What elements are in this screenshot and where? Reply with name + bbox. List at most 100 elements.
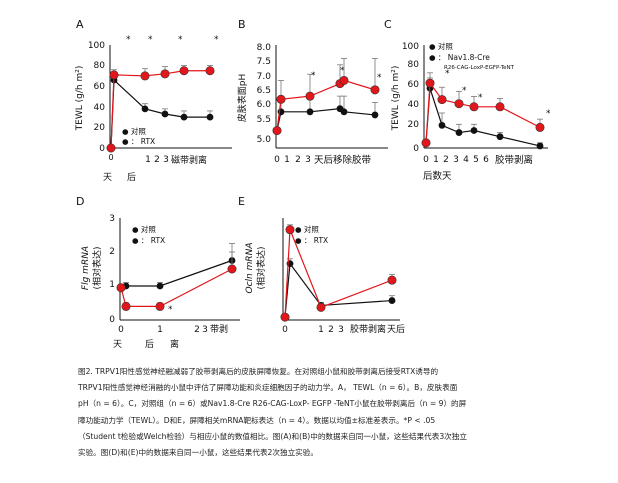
chart-c-ytick: 0 (413, 144, 419, 154)
data-point (155, 301, 165, 311)
data-point (276, 94, 286, 104)
chart-a-xtick: 3 (163, 155, 169, 165)
data-point (280, 312, 290, 322)
chart-e-legend-rtx: ● ： RTX (295, 236, 328, 245)
caption-line: 图2. TRPV1阳性感觉神经融减弱了胶带剥离后的皮肤屏障恢复。在对照组小鼠和胶… (78, 367, 439, 376)
chart-d-ylabel-sub: (相对表达) (91, 246, 103, 289)
panel-label-a: A (76, 18, 84, 31)
chart-c-xtick: 4 (463, 155, 469, 165)
chart-c: 100 80 60 40 20 0 TEWL (g/h m²) 0 1 2 3 … (391, 41, 551, 182)
chart-e-ylabel: Ocln mRNA (245, 242, 255, 293)
chart-d: 3 2 1 0 Flg mRNA (相对表达) 0 1 2 3 带剥 天 后 离… (81, 214, 240, 350)
significance-star: * (377, 73, 382, 83)
chart-a-xlabel-pre: 天 (103, 173, 112, 183)
chart-b-xtick: 2 (295, 155, 301, 165)
series-line (120, 259, 233, 289)
series-line (284, 229, 393, 318)
data-point (455, 129, 463, 136)
chart-d-xtick: 1 (157, 325, 163, 335)
chart-d-marks: * (116, 243, 237, 315)
data-point (206, 113, 214, 121)
data-point (305, 91, 315, 101)
data-point (116, 283, 126, 293)
chart-c-ytick: 60 (408, 80, 420, 90)
chart-a-xtick: 1 (145, 155, 151, 165)
series-line (120, 268, 233, 307)
significance-star: * (462, 86, 467, 96)
data-point (536, 142, 544, 150)
data-point (387, 275, 397, 285)
chart-b-xtick: 3 (305, 155, 311, 165)
significance-star: * (168, 305, 173, 315)
chart-b-xtick: 1 (284, 155, 290, 165)
chart-b-ytick: 6.0 (257, 100, 272, 110)
chart-c-xtick: 5 (473, 155, 479, 165)
chart-d-xtick: 0 (118, 325, 124, 335)
chart-a-xtick: 2 (154, 155, 160, 165)
data-point (470, 127, 478, 134)
chart-c-ytick: 80 (408, 60, 420, 70)
chart-a-ylabel: TEWL (g/h m²) (75, 66, 85, 132)
chart-e-xtick: 2 (328, 325, 334, 335)
series-line (284, 262, 393, 318)
data-point (160, 69, 170, 79)
data-point (421, 138, 431, 148)
chart-a-marks: * * * * (106, 35, 219, 153)
data-point (161, 110, 169, 118)
chart-a: 100 80 60 40 20 0 TEWL (g/h m²) 0 1 2 3 … (75, 35, 232, 183)
data-point (227, 264, 237, 274)
significance-star: * (126, 35, 131, 45)
data-point (438, 121, 446, 129)
chart-e-ylabel-sub: (相对表达) (255, 246, 267, 289)
chart-d-xlabel-mid2: 离 (170, 338, 179, 350)
chart-d-ytick: 2 (109, 247, 115, 257)
chart-d-xlabel-mid: 后 (145, 339, 154, 350)
chart-e-xtick: 0 (282, 325, 288, 335)
chart-d-xlabel-post: 带剥 (210, 324, 228, 335)
chart-b: 8.0 7.5 7.0 6.5 6.0 5.5 5.0 皮肤表面pH 0 1 2… (236, 43, 388, 166)
data-point (121, 301, 131, 311)
chart-b-ytick: 8.0 (257, 43, 272, 53)
caption-line: （Student t检验或Welch检验）与相应小鼠的数值相比。图(A)和(B)… (78, 431, 467, 441)
chart-a-ytick: 0 (99, 144, 105, 154)
chart-d-ylabel: Flg mRNA (81, 246, 91, 290)
data-point (109, 70, 119, 80)
chart-c-xtick: 0 (423, 155, 429, 165)
data-point (388, 297, 396, 304)
panel-label-d: D (76, 195, 84, 208)
significance-star: * (340, 66, 345, 76)
data-point (495, 102, 505, 112)
data-point (141, 105, 149, 113)
panel-label-e: E (238, 195, 245, 208)
data-point (339, 75, 349, 85)
panel-label-b: B (238, 18, 246, 31)
chart-a-xtick: 0 (108, 153, 113, 162)
chart-a-ytick: 60 (94, 82, 106, 92)
chart-c-legend-ko-sub: R26-CAG-LoxP-EGFP-TeNT (444, 65, 515, 71)
significance-star: * (178, 35, 183, 45)
chart-b-ytick: 5.0 (257, 135, 272, 145)
chart-e: Ocln mRNA (相对表达) 0 1 2 3 胶带剥离 天后 ● 对照 ● … (245, 218, 405, 335)
chart-c-xtick: 3 (453, 155, 459, 165)
series-line (276, 79, 376, 131)
data-point (469, 102, 479, 112)
chart-a-xlabel-mid: 后 (127, 172, 136, 183)
data-point (316, 302, 326, 312)
chart-c-legend-control: ● 对照 (429, 41, 453, 51)
chart-e-xtick: 1 (318, 325, 324, 335)
chart-c-xlabel-sub: 后数天 (423, 170, 452, 182)
chart-e-xtick: 3 (338, 325, 344, 335)
data-point (437, 95, 447, 105)
caption-line: TRPV1阳性感觉神经消融的小鼠中评估了屏障功能和炎症细胞因子的动力学。A， T… (78, 383, 458, 393)
chart-d-ytick: 1 (109, 280, 115, 290)
caption-line: 实验。图(D)和(E)中的数据来自同一小鼠，这些结果代表2次独立实验。 (78, 448, 318, 458)
significance-star: * (311, 71, 316, 81)
data-point (285, 225, 295, 235)
data-point (496, 133, 504, 141)
chart-c-xtick: 1 (433, 155, 439, 165)
chart-b-ytick: 7.0 (257, 72, 272, 82)
chart-d-ytick: 3 (109, 214, 115, 224)
chart-a-legend-control: ● 对照 (122, 126, 146, 136)
data-point (179, 66, 189, 76)
